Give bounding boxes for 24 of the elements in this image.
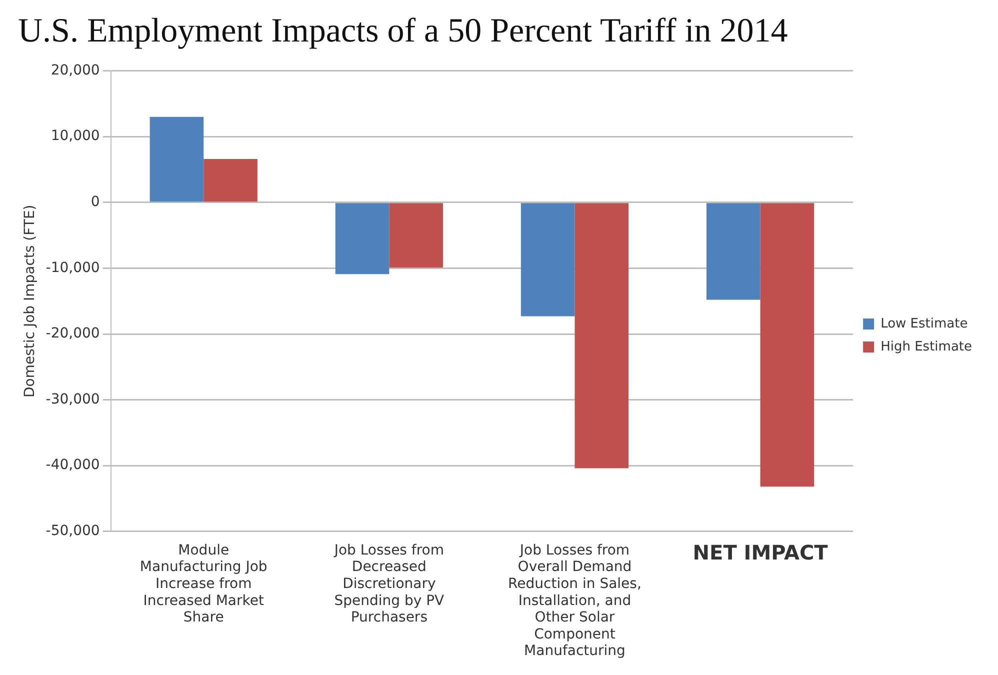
legend-label: Low Estimate [880, 316, 968, 332]
x-tick-label: NET IMPACT [692, 540, 828, 565]
bar [204, 158, 258, 202]
y-tick-label: 0 [90, 194, 100, 210]
bar [706, 203, 760, 300]
bar [389, 203, 443, 268]
legend-label: High Estimate [880, 339, 972, 354]
chart-title: U.S. Employment Impacts of a 50 Percent Tariff in 2014 [18, 12, 788, 50]
y-tick-label: 20,000 [50, 62, 100, 78]
bar [335, 203, 390, 274]
y-tick-label: -40,000 [46, 457, 100, 474]
y-axis-title: Domestic Job Impacts (FTE) [22, 204, 38, 398]
bar [150, 116, 204, 202]
x-tick-label: Module Manufacturing Job Increase from Increased Market Share [140, 542, 268, 626]
x-tick-label: Job Losses from Overall Demand Reduction in Sales, Installation, and Other Solar Component Manufacturing [508, 542, 642, 660]
bar [760, 203, 814, 487]
bar [574, 203, 629, 468]
bar [520, 203, 575, 316]
x-tick-label: Job Losses from Decreased Discretionary Spending by PV Purchasers [333, 542, 445, 626]
y-tick-label: 10,000 [50, 128, 100, 144]
y-tick-label: -30,000 [46, 391, 100, 408]
y-tick-label: -50,000 [46, 523, 100, 540]
y-tick-label: -10,000 [46, 260, 100, 276]
y-tick-label: -20,000 [46, 326, 100, 342]
